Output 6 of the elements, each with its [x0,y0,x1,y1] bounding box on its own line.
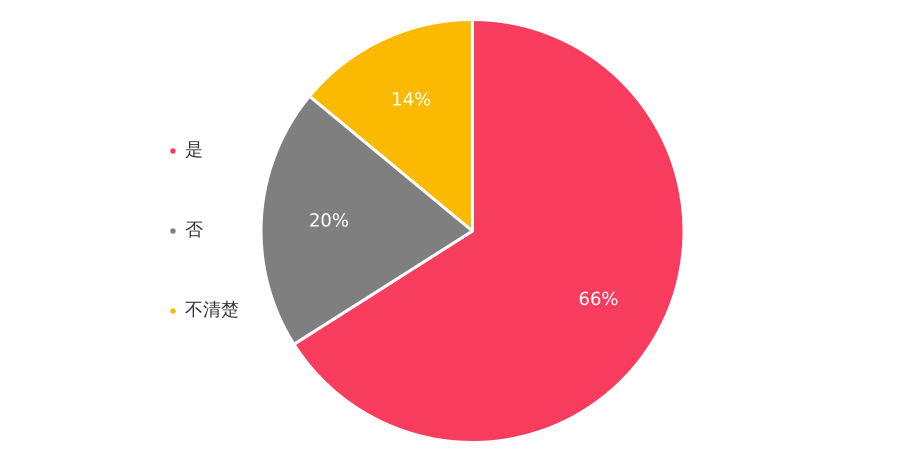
data-label: 66% [578,288,619,310]
data-label: 20% [308,210,349,232]
legend-label: 不清楚 [185,300,239,321]
data-label: 14% [391,90,432,111]
legend-label: 否 [185,220,203,241]
legend-label: 是 [185,140,203,161]
